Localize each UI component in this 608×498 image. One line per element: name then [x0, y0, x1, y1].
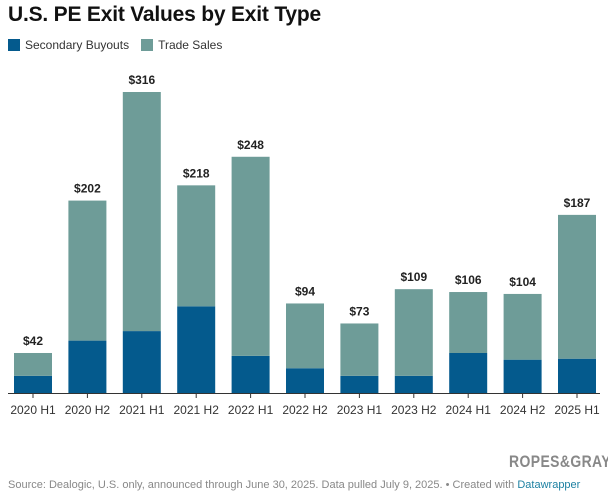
legend-swatch-trade-sales	[141, 39, 154, 51]
bar-secondary-buyouts	[340, 375, 379, 393]
bar-trade-sales	[14, 352, 52, 376]
source-text: Source: Dealogic, U.S. only, announced t…	[8, 479, 518, 491]
bar-trade-sales	[68, 200, 107, 341]
bar-total-label: $109	[400, 270, 427, 284]
x-tick-label: 2024 H2	[500, 403, 546, 417]
chart-legend: Secondary Buyouts Trade Sales	[8, 38, 234, 52]
bar-total-label: $73	[349, 304, 369, 318]
bar-secondary-buyouts	[122, 331, 161, 393]
bar-secondary-buyouts	[231, 355, 270, 393]
bar-secondary-buyouts	[286, 368, 324, 393]
x-tick-label: 2023 H2	[391, 403, 437, 417]
bar-secondary-buyouts	[449, 352, 488, 393]
bar-trade-sales	[340, 323, 379, 376]
bar-trade-sales	[122, 92, 161, 332]
bar-total-label: $42	[23, 334, 43, 348]
chart-title: U.S. PE Exit Values by Exit Type	[8, 3, 321, 26]
bar-total-label: $94	[295, 284, 315, 298]
datawrapper-link[interactable]: Datawrapper	[517, 479, 581, 491]
legend-label-trade-sales: Trade Sales	[158, 38, 223, 52]
bar-total-label: $187	[564, 196, 591, 210]
bar-total-label: $218	[183, 166, 210, 180]
x-tick-label: 2022 H2	[282, 403, 328, 417]
x-tick-label: 2024 H1	[446, 403, 492, 417]
legend-label-secondary-buyouts: Secondary Buyouts	[25, 38, 130, 52]
bar-total-label: $248	[237, 138, 264, 152]
bar-secondary-buyouts	[394, 375, 433, 393]
x-tick-label: 2021 H1	[119, 403, 165, 417]
bar-trade-sales	[177, 185, 216, 307]
bar-secondary-buyouts	[558, 358, 596, 393]
ropes-gray-logo: ROPES&GRAY	[509, 452, 608, 471]
x-tick-label: 2021 H2	[174, 403, 220, 417]
bar-secondary-buyouts	[14, 375, 52, 393]
bar-total-label: $202	[74, 182, 101, 196]
bar-total-label: $316	[128, 73, 155, 87]
legend-item-trade-sales: Trade Sales	[141, 38, 222, 52]
bar-trade-sales	[449, 292, 488, 353]
x-tick-label: 2023 H1	[337, 403, 383, 417]
bar-total-label: $106	[455, 273, 482, 287]
bar-trade-sales	[286, 303, 324, 369]
legend-swatch-secondary-buyouts	[8, 39, 20, 51]
x-tick-label: 2020 H2	[65, 403, 111, 417]
x-tick-label: 2025 H1	[554, 403, 600, 417]
bar-secondary-buyouts	[177, 306, 216, 393]
x-tick-label: 2022 H1	[228, 403, 274, 417]
x-tick-label: 2020 H1	[10, 403, 56, 417]
bar-total-label: $104	[509, 275, 536, 289]
bar-secondary-buyouts	[68, 340, 107, 393]
bar-trade-sales	[231, 156, 270, 356]
bar-trade-sales	[503, 293, 542, 360]
source-note: Source: Dealogic, U.S. only, announced t…	[8, 479, 580, 491]
bar-secondary-buyouts	[503, 359, 542, 393]
bar-trade-sales	[394, 289, 433, 376]
legend-item-secondary-buyouts: Secondary Buyouts	[8, 38, 129, 52]
bar-trade-sales	[558, 214, 596, 359]
